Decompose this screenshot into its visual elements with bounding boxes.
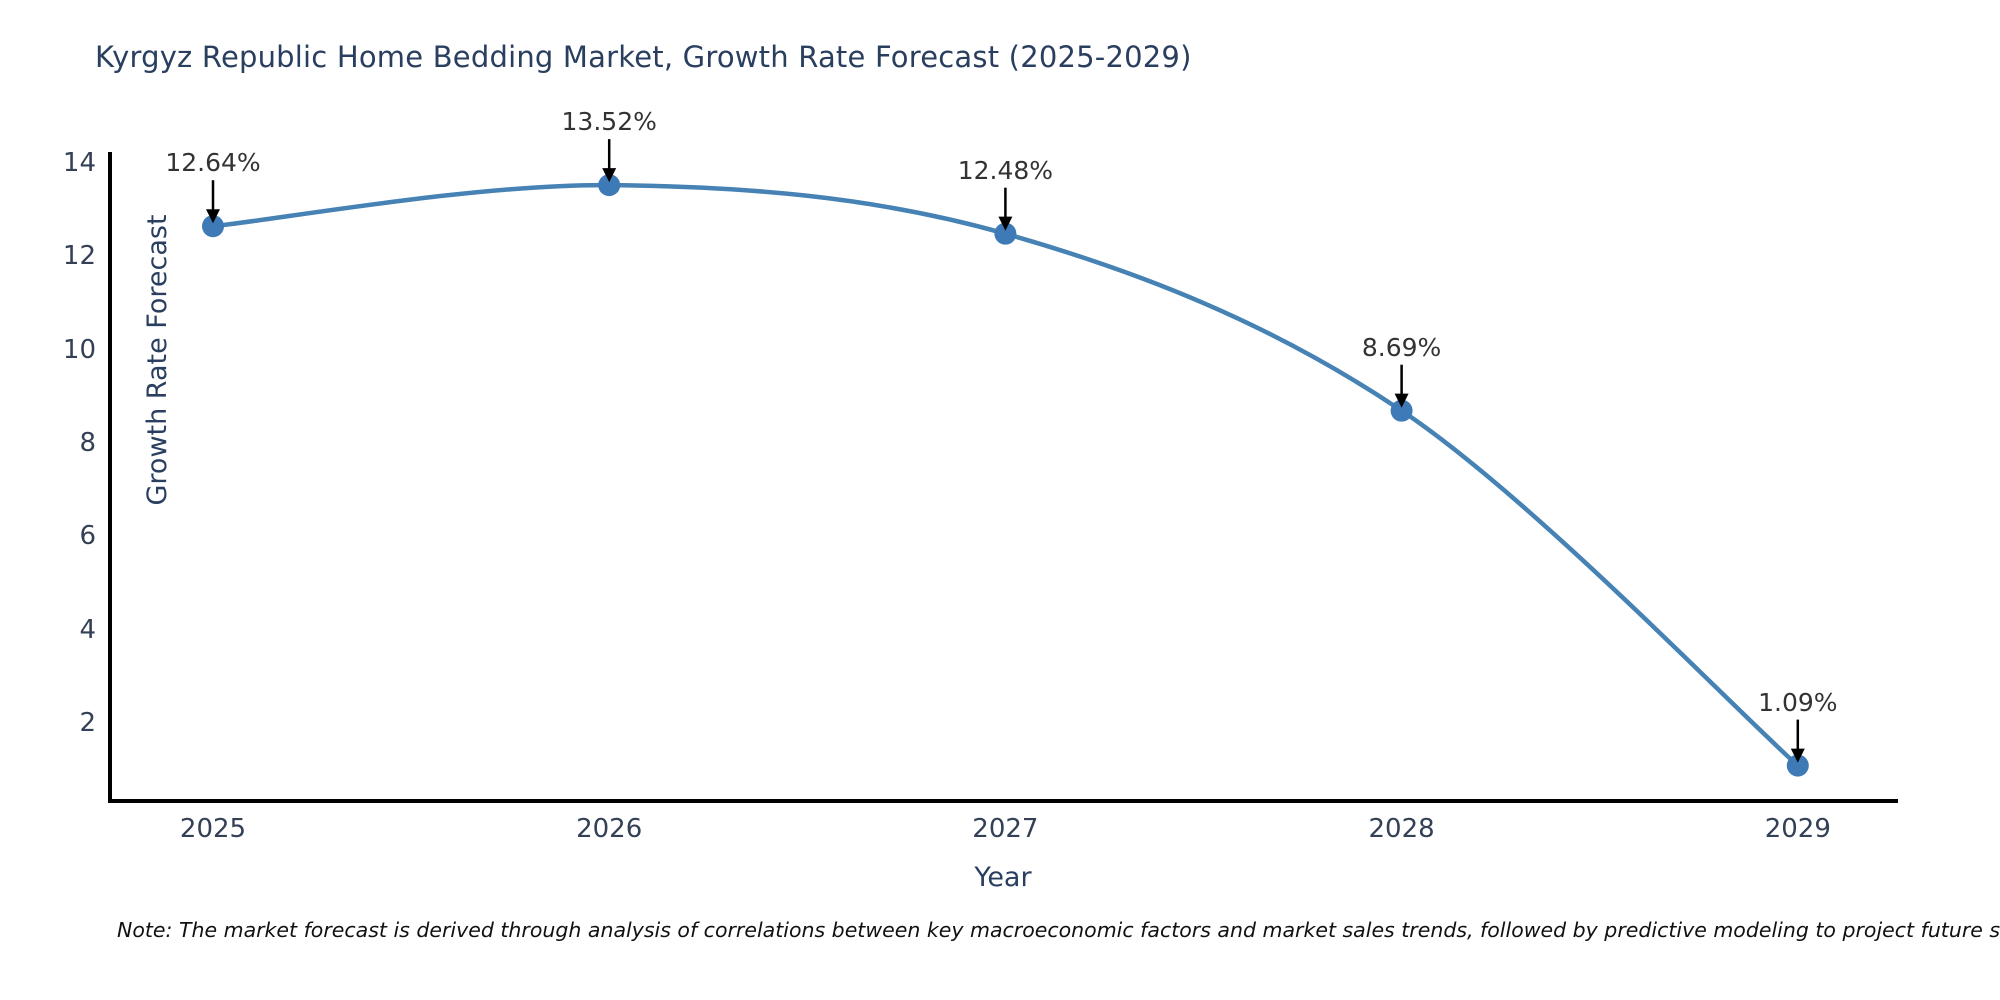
forecast-line [210, 182, 1801, 768]
data-point-value-label: 12.48% [957, 155, 1054, 185]
y-tick-label: 14 [62, 147, 96, 178]
x-tick-label: 2027 [972, 814, 1039, 844]
annotation-arrow-head [998, 216, 1013, 231]
y-tick-label: 6 [79, 521, 96, 552]
data-point-marker [202, 215, 224, 238]
data-point-value-label: 8.69% [1361, 332, 1442, 362]
data-point-value-label: 13.52% [561, 107, 657, 137]
x-tick-label: 2025 [179, 814, 247, 844]
annotation-arrow-head [206, 209, 220, 224]
data-point-marker [994, 222, 1017, 245]
x-tick-label: 2026 [576, 814, 643, 844]
data-point-marker [1390, 399, 1413, 422]
x-tick-label: 2029 [1764, 814, 1831, 844]
annotation-arrow-head [1790, 748, 1805, 763]
y-tick-label: 8 [79, 427, 96, 458]
data-point-value-label: 1.09% [1758, 687, 1838, 717]
chart-title: Kyrgyz Republic Home Bedding Market, Gro… [95, 40, 1192, 74]
footnote: Note: The market forecast is derived thr… [117, 918, 2000, 942]
annotation-arrow-head [1394, 393, 1409, 408]
x-axis-title: Year [974, 862, 1032, 893]
annotation-arrow-head [602, 168, 617, 183]
y-tick-label: 12 [62, 241, 96, 272]
x-tick-label: 2028 [1368, 814, 1435, 844]
data-point-marker [598, 174, 621, 197]
data-point-value-label: 12.64% [165, 148, 261, 178]
y-tick-label: 4 [79, 614, 96, 645]
data-point-marker [1786, 754, 1809, 777]
y-tick-label: 10 [62, 334, 96, 365]
y-tick-label: 2 [79, 708, 96, 739]
